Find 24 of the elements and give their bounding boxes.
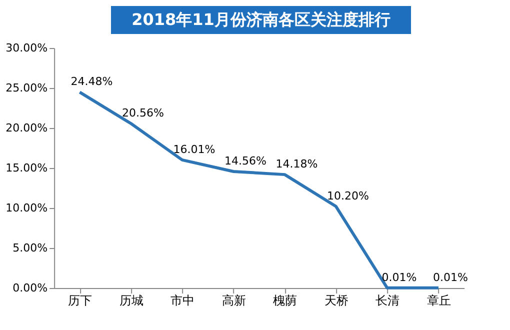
x-tick-label: 高新 [222,294,246,308]
data-label: 14.56% [224,154,266,168]
x-tick-label: 槐荫 [273,294,298,308]
data-label: 14.18% [276,158,318,171]
y-tick-label: 30.00% [6,42,48,54]
data-label: 0.01% [382,270,417,284]
y-tick-label: 25.00% [6,82,48,94]
x-tick-label: 章丘 [426,294,451,308]
x-tick-label: 天桥 [324,294,348,308]
x-tick-label: 历城 [119,294,144,308]
data-label: 10.20% [326,189,369,202]
y-tick-label: 15.00% [6,162,48,174]
x-tick-label: 市中 [170,294,195,308]
y-tick-label: 5.00% [12,242,48,254]
data-label: 16.01% [173,142,216,156]
data-label: 20.56% [122,106,164,120]
chart-title: 2018年11月份济南各区关注度排行 [132,10,390,29]
x-tick-label: 历下 [68,294,92,308]
x-tick-label: 长清 [376,294,400,308]
y-tick-label: 0.00% [12,282,48,294]
y-tick-label: 20.00% [6,122,48,134]
data-label: 24.48% [70,75,113,88]
y-tick-label: 10.00% [6,202,48,214]
data-label: 0.01% [432,270,468,284]
